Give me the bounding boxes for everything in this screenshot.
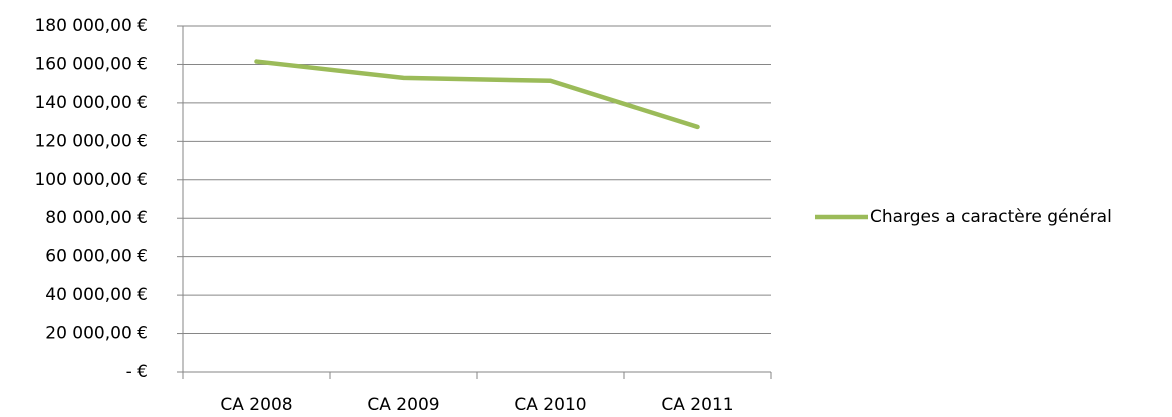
y-tick-label: 160 000,00 €: [34, 54, 148, 74]
y-tick-label: - €: [126, 362, 148, 382]
legend-label: Charges a caractère général: [870, 207, 1112, 227]
y-tick-label: 180 000,00 €: [34, 16, 148, 36]
y-tick-label: 20 000,00 €: [45, 324, 148, 344]
y-tick-label: 80 000,00 €: [45, 208, 148, 228]
x-tick-label: CA 2009: [367, 395, 439, 415]
y-tick-label: 40 000,00 €: [45, 285, 148, 305]
y-tick-label: 100 000,00 €: [34, 170, 148, 190]
y-tick-label: 140 000,00 €: [34, 93, 148, 113]
y-tick-label: 120 000,00 €: [34, 131, 148, 151]
x-tick-label: CA 2008: [220, 395, 292, 415]
x-tick-label: CA 2010: [514, 395, 586, 415]
line: [254, 59, 700, 130]
x-tick-label: CA 2011: [661, 395, 733, 415]
y-tick-label: 60 000,00 €: [45, 247, 148, 267]
